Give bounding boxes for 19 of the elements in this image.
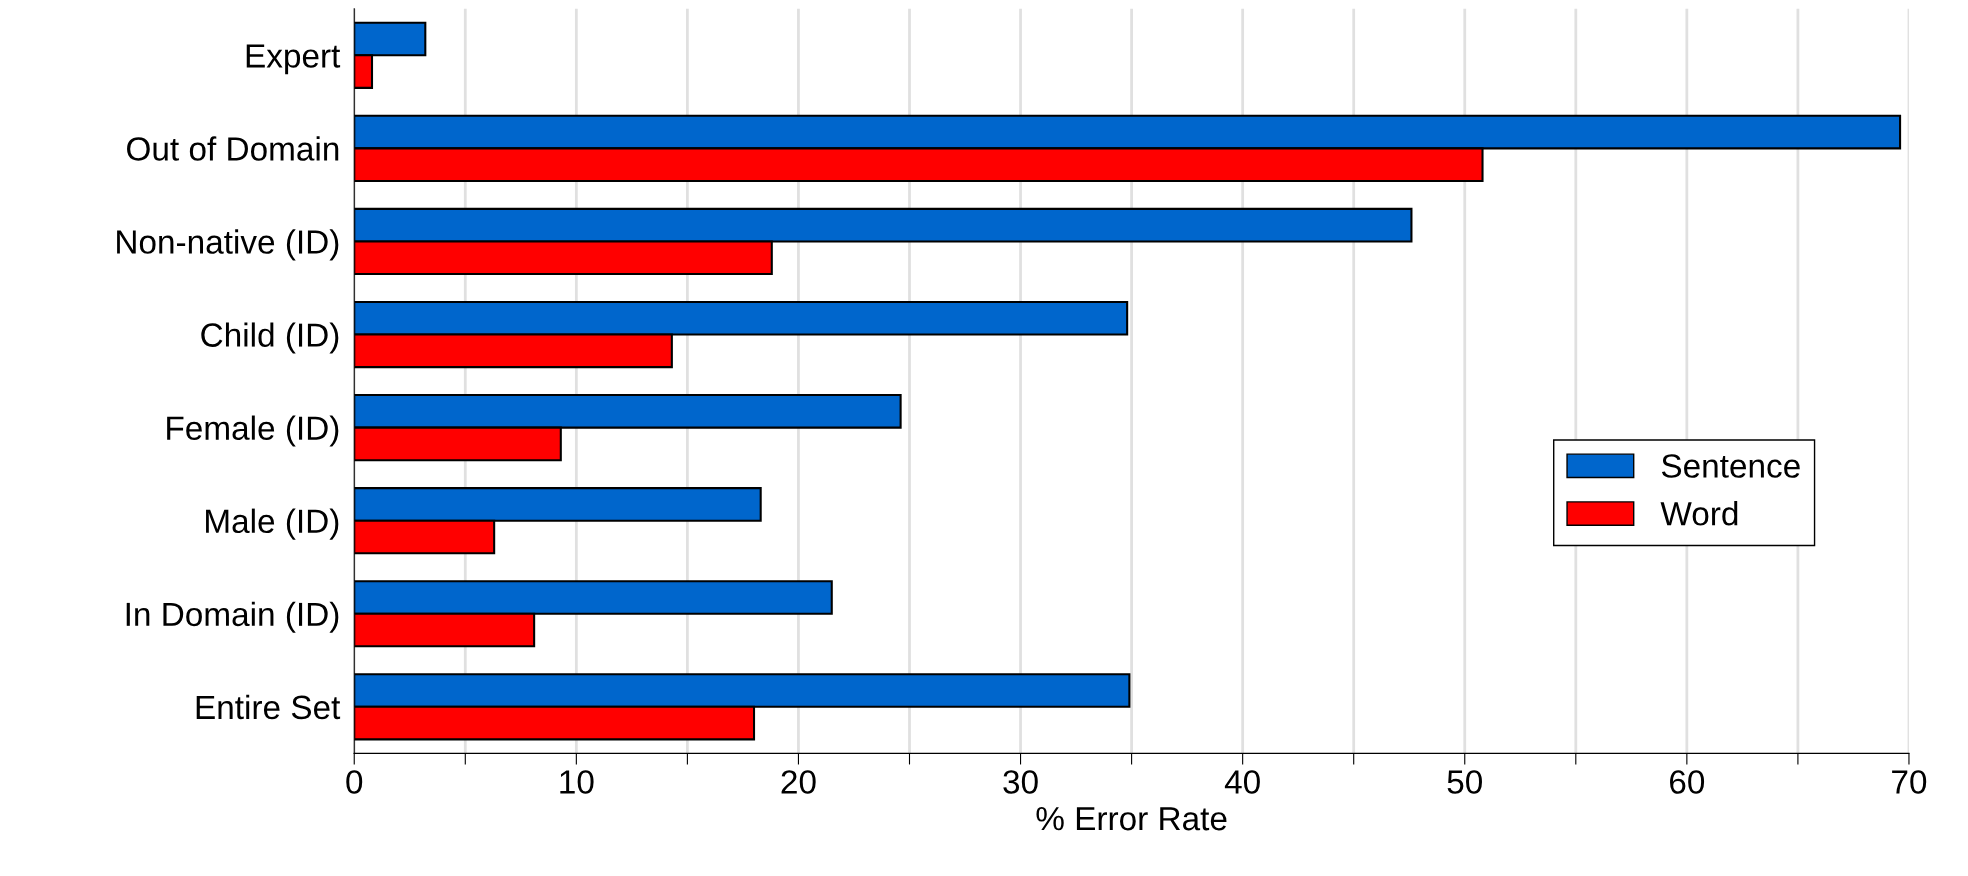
x-tick-label: 60 bbox=[1670, 770, 1705, 794]
legend-label: Word bbox=[1660, 501, 1738, 526]
x-tick-label: 50 bbox=[1447, 770, 1482, 794]
x-tick-label: 10 bbox=[560, 770, 594, 794]
y-tick-label: Female (ID) bbox=[167, 415, 339, 447]
y-tick-label: Expert bbox=[246, 44, 341, 75]
y-tick-label: Entire Set bbox=[196, 694, 341, 720]
y-tick-label: Child (ID) bbox=[201, 322, 339, 354]
x-tick-label: 0 bbox=[346, 770, 363, 794]
y-tick-label: In Domain (ID) bbox=[126, 601, 339, 633]
legend-label: Sentence bbox=[1661, 454, 1800, 478]
y-tick-label: Male (ID) bbox=[206, 508, 339, 540]
x-tick-label: 30 bbox=[1003, 770, 1038, 794]
y-tick-label: Out of Domain bbox=[127, 136, 339, 161]
x-axis-title: % Error Rate bbox=[1036, 806, 1227, 831]
x-tick-label: 40 bbox=[1224, 770, 1260, 794]
x-tick-label: 20 bbox=[781, 770, 816, 794]
y-tick-label: Non-native (ID) bbox=[117, 229, 339, 261]
x-tick-label: 70 bbox=[1892, 770, 1927, 794]
